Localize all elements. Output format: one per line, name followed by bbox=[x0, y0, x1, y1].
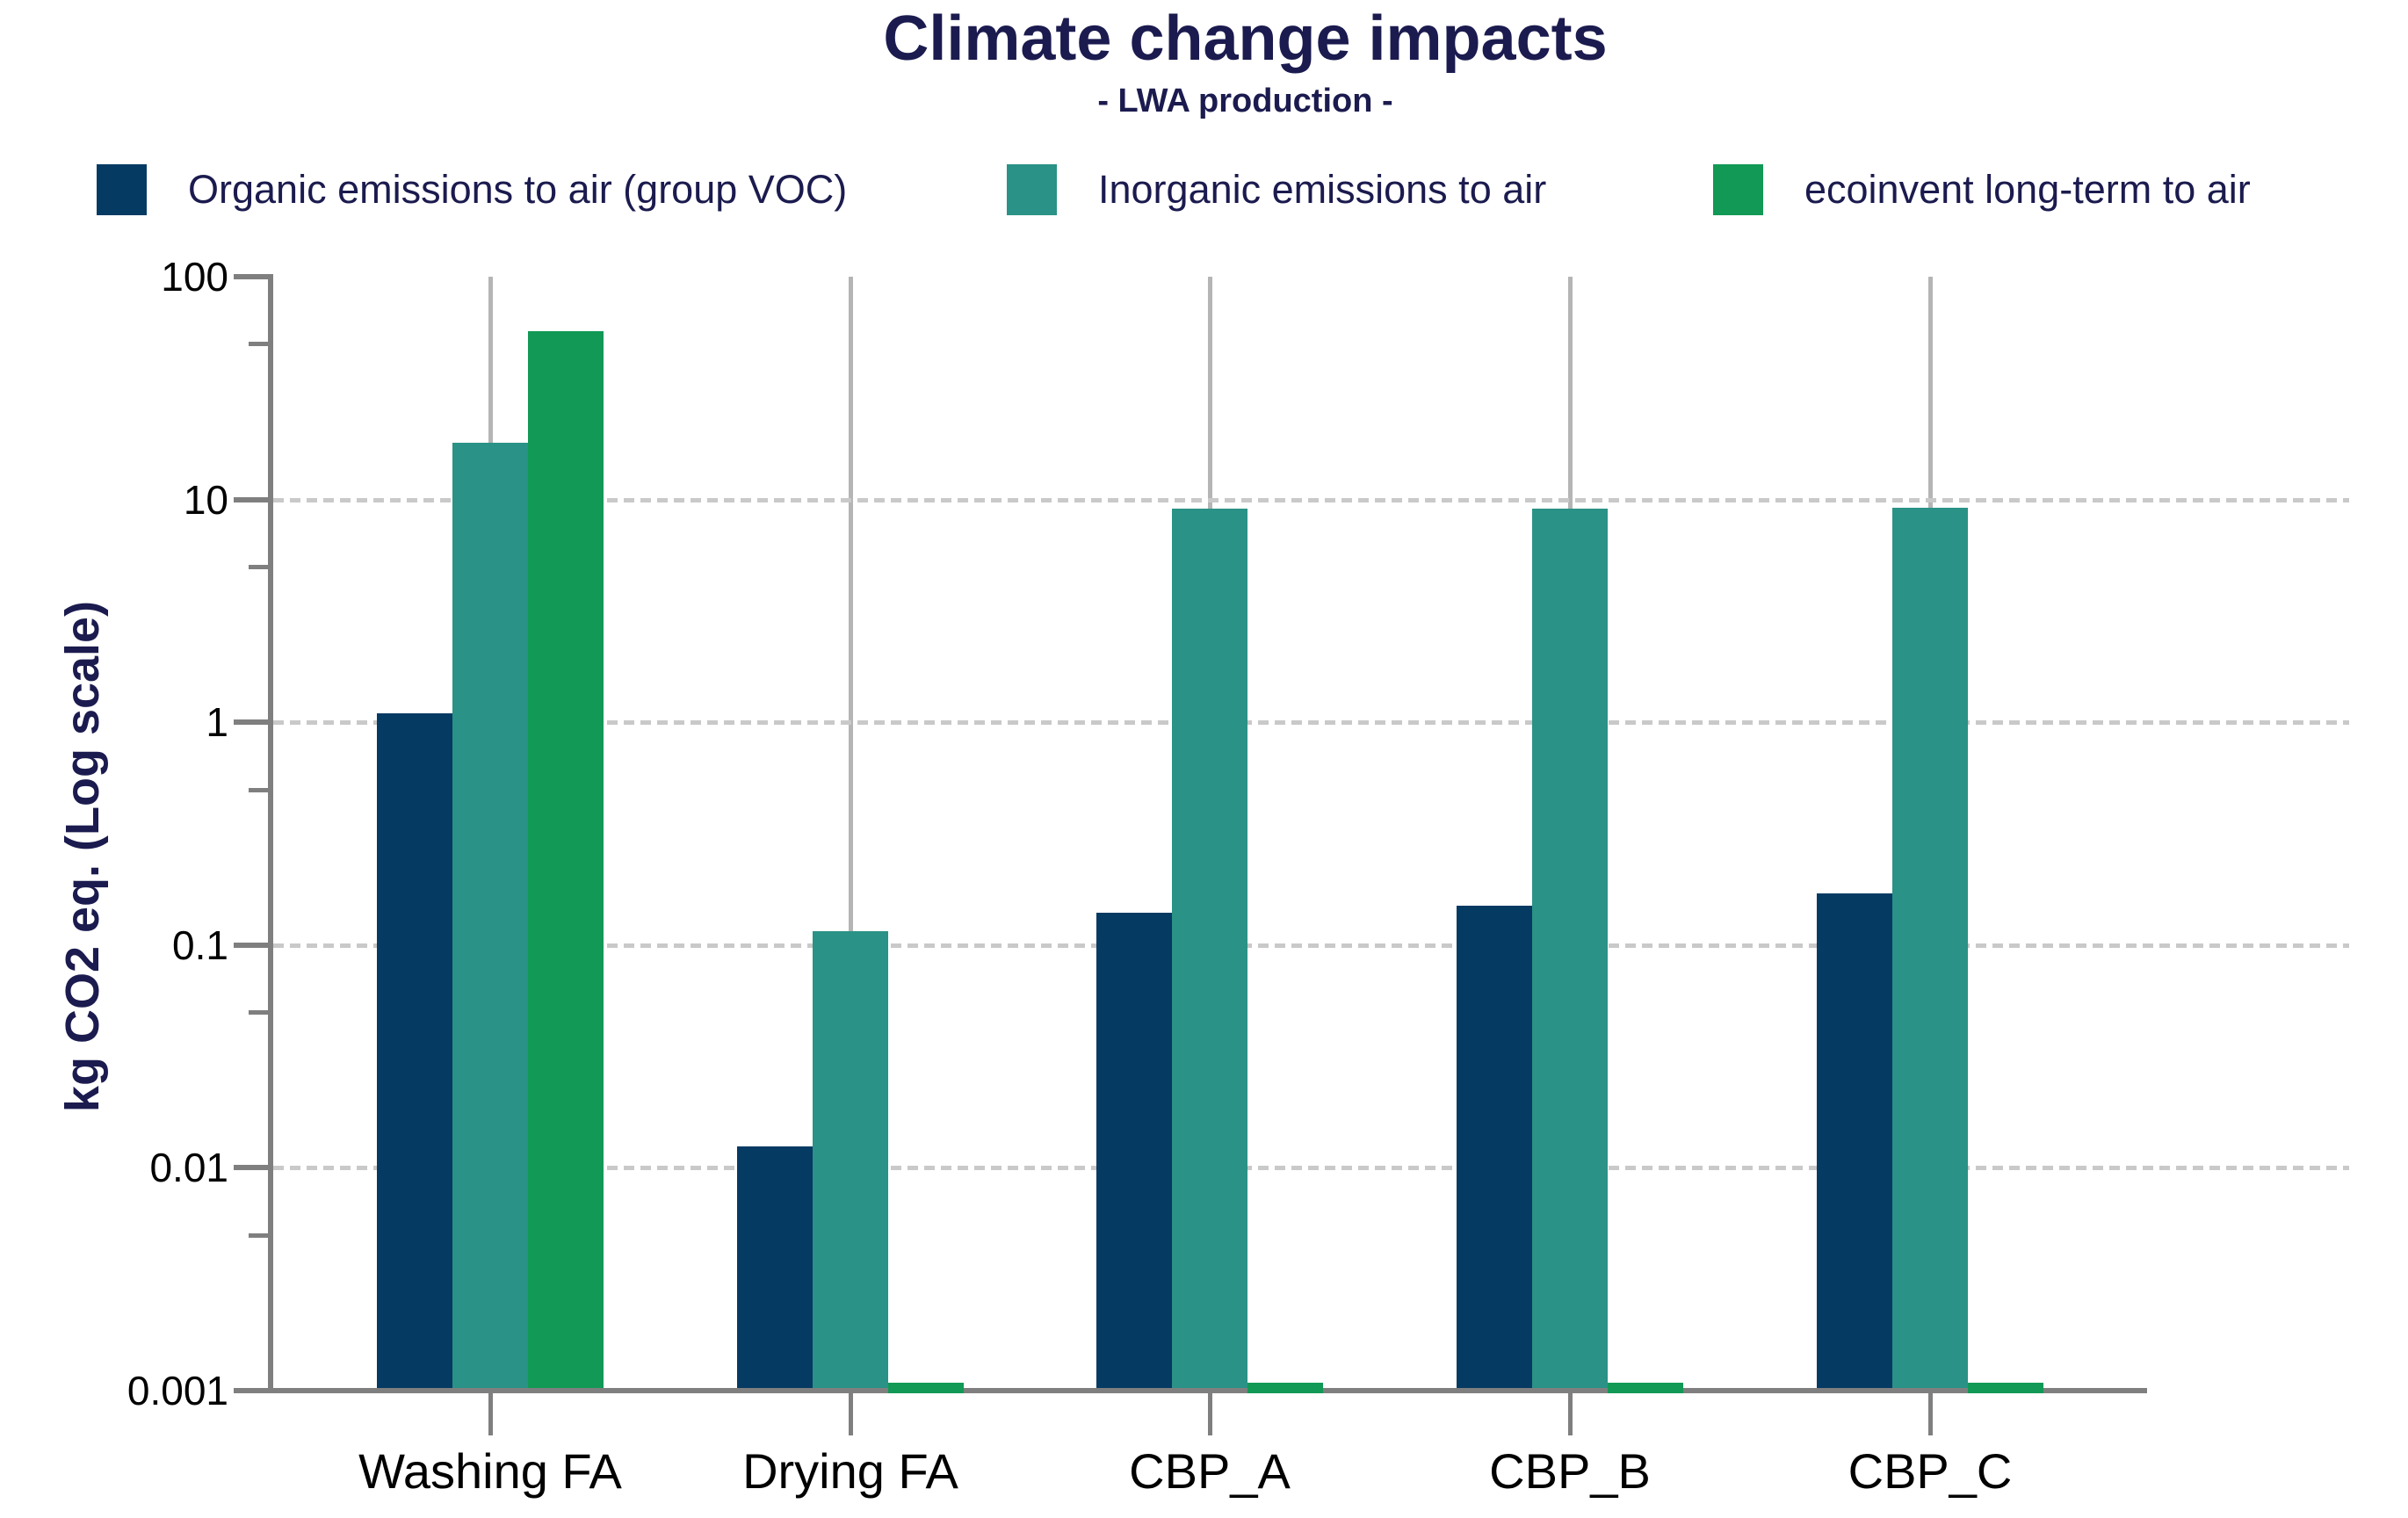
legend-item-ecoinvent: ecoinvent long-term to air bbox=[1713, 164, 2251, 215]
y-minor-tick-5 bbox=[249, 564, 270, 569]
x-axis-line bbox=[234, 1388, 2147, 1393]
y-minor-tick-0-05 bbox=[249, 1010, 270, 1016]
category-label-cbp-b: CBP_B bbox=[1489, 1443, 1651, 1499]
y-minor-tick-0-5 bbox=[249, 787, 270, 792]
category-tick-washing-fa bbox=[488, 1393, 493, 1435]
v-gridline-drying-fa bbox=[849, 277, 853, 1391]
legend-label-ecoinvent: ecoinvent long-term to air bbox=[1804, 167, 2251, 212]
bar-ecoinvent-cbp-c bbox=[1968, 1383, 2043, 1393]
category-label-cbp-a: CBP_A bbox=[1129, 1443, 1291, 1499]
h-gridline-0-01 bbox=[273, 1166, 2349, 1171]
bar-organic-washing-fa bbox=[377, 712, 452, 1388]
bar-ecoinvent-drying-fa bbox=[888, 1383, 964, 1393]
bar-inorganic-cbp-c bbox=[1892, 507, 1968, 1388]
bar-inorganic-washing-fa bbox=[452, 442, 528, 1388]
chart-title: Climate change impacts bbox=[883, 4, 1608, 74]
bar-ecoinvent-cbp-b bbox=[1608, 1383, 1683, 1393]
category-tick-cbp-a bbox=[1208, 1393, 1212, 1435]
bar-organic-cbp-c bbox=[1817, 893, 1892, 1388]
y-major-tick-0-1 bbox=[234, 942, 271, 948]
bar-organic-cbp-a bbox=[1096, 912, 1172, 1388]
y-tick-label-1: 1 bbox=[206, 699, 228, 746]
category-tick-cbp-c bbox=[1928, 1393, 1933, 1435]
h-gridline-1 bbox=[273, 720, 2349, 726]
bar-organic-drying-fa bbox=[737, 1146, 813, 1388]
bar-inorganic-cbp-b bbox=[1532, 508, 1608, 1388]
bar-inorganic-cbp-a bbox=[1172, 508, 1247, 1388]
legend-label-inorganic: Inorganic emissions to air bbox=[1098, 167, 1547, 212]
y-major-tick-0-001 bbox=[234, 1388, 271, 1393]
legend-swatch-organic bbox=[97, 164, 147, 215]
y-major-tick-10 bbox=[234, 496, 271, 502]
category-label-washing-fa: Washing FA bbox=[358, 1443, 622, 1499]
legend-swatch-ecoinvent bbox=[1713, 164, 1763, 215]
bar-ecoinvent-cbp-a bbox=[1247, 1383, 1323, 1393]
y-major-tick-100 bbox=[234, 274, 271, 279]
y-tick-label-10: 10 bbox=[183, 476, 228, 523]
h-gridline-0-1 bbox=[273, 943, 2349, 948]
y-major-tick-1 bbox=[234, 719, 271, 726]
y-tick-label-0-01: 0.01 bbox=[149, 1145, 228, 1191]
bar-organic-cbp-b bbox=[1457, 906, 1532, 1388]
y-major-tick-0-01 bbox=[234, 1165, 271, 1171]
legend-item-organic: Organic emissions to air (group VOC) bbox=[97, 164, 847, 215]
category-label-cbp-c: CBP_C bbox=[1848, 1443, 2013, 1499]
y-tick-label-100: 100 bbox=[161, 254, 228, 300]
h-gridline-10 bbox=[273, 497, 2349, 502]
y-minor-tick-50 bbox=[249, 342, 270, 347]
category-label-drying-fa: Drying FA bbox=[742, 1443, 958, 1499]
y-minor-tick-0-005 bbox=[249, 1232, 270, 1238]
category-tick-cbp-b bbox=[1568, 1393, 1573, 1435]
bar-ecoinvent-washing-fa bbox=[528, 330, 604, 1388]
legend-swatch-inorganic bbox=[1007, 164, 1057, 215]
chart-subtitle: - LWA production - bbox=[1097, 83, 1393, 119]
y-tick-label-0-001: 0.001 bbox=[127, 1368, 228, 1413]
legend-item-inorganic: Inorganic emissions to air bbox=[1007, 164, 1546, 215]
y-tick-label-0-1: 0.1 bbox=[172, 922, 228, 968]
y-axis-line bbox=[268, 274, 273, 1393]
bar-inorganic-drying-fa bbox=[813, 931, 888, 1388]
category-tick-drying-fa bbox=[849, 1393, 853, 1435]
legend-label-organic: Organic emissions to air (group VOC) bbox=[188, 167, 848, 212]
